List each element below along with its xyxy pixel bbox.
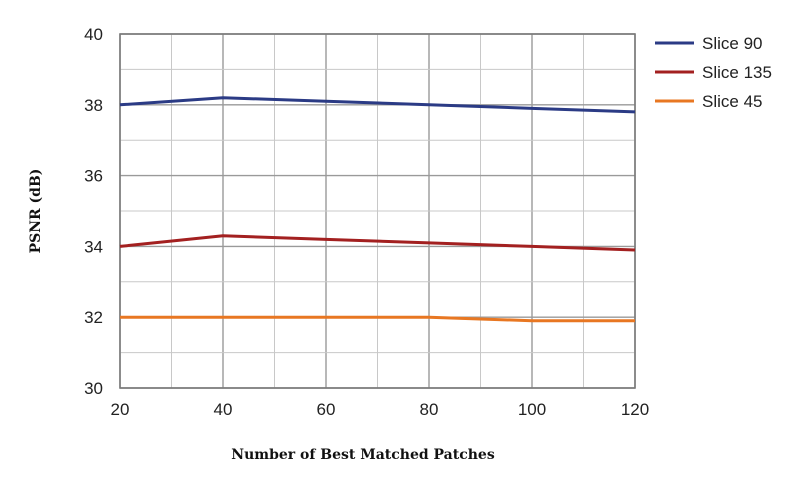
y-tick-labels: 30 32 34 36 38 40 [84,25,103,398]
x-tick-label: 40 [214,400,233,419]
series-lines [119,96,636,323]
x-tick-label: 80 [420,400,439,419]
series-line-slice-45 [120,315,635,323]
y-tick-label: 30 [84,379,103,398]
x-tick-label: 100 [518,400,546,419]
x-axis-title: Number of Best Matched Patches [231,447,495,463]
y-axis-title: PSNR (dB) [28,169,44,254]
y-tick-label: 36 [84,167,103,186]
x-tick-labels: 20 40 60 80 100 120 [111,400,650,419]
x-tick-label: 60 [317,400,336,419]
y-tick-label: 32 [84,308,103,327]
series-line-slice-135 [119,234,636,252]
series-line-slice-90 [119,96,636,114]
legend-label: Slice 45 [702,92,762,111]
x-tick-label: 20 [111,400,130,419]
y-tick-label: 38 [84,96,103,115]
grid [119,33,636,389]
legend-label: Slice 90 [702,34,762,53]
y-tick-label: 34 [84,237,103,256]
legend-label: Slice 135 [702,63,772,82]
y-tick-label: 40 [84,25,103,44]
x-tick-label: 120 [621,400,649,419]
legend: Slice 90 Slice 135 Slice 45 [655,34,772,111]
plot-frame [119,33,636,389]
